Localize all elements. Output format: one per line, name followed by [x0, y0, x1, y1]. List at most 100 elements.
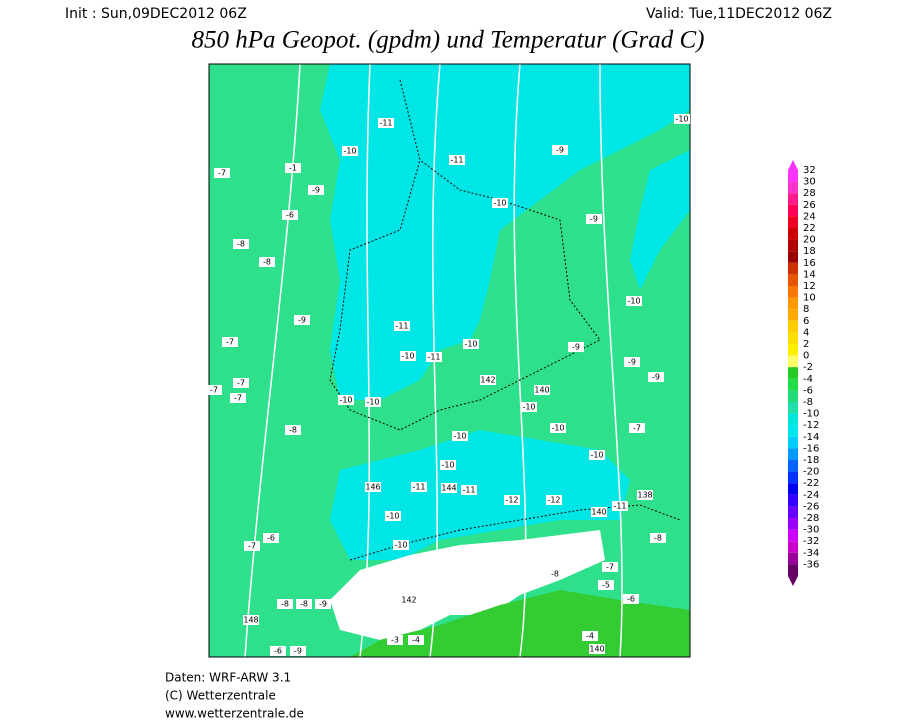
label-box	[624, 357, 640, 367]
contour-label: -4	[586, 632, 594, 641]
colorbar-swatch	[788, 494, 798, 507]
label-box	[233, 378, 249, 388]
contour-label: -11	[450, 156, 463, 165]
colorbar-label: -26	[803, 501, 819, 512]
colorbar-label: 26	[803, 200, 816, 211]
label-box	[290, 646, 306, 656]
label-box	[411, 482, 427, 492]
cold-area	[330, 430, 630, 560]
colorbar-label: -32	[803, 536, 819, 547]
colorbar-swatch	[788, 274, 798, 286]
label-box	[602, 562, 618, 572]
label-box	[385, 511, 401, 521]
label-box	[244, 541, 260, 551]
contour-label: -11	[613, 502, 626, 511]
colorbar-label: 30	[803, 177, 816, 188]
colorbar-label: -34	[803, 548, 819, 559]
colorbar-swatch	[788, 378, 798, 391]
label-box	[612, 501, 628, 511]
colorbar-label: -12	[803, 420, 819, 431]
label-box	[315, 599, 331, 609]
contour-label: -10	[441, 461, 454, 470]
label-box	[378, 118, 394, 128]
contour-label: 148	[243, 616, 258, 625]
label-box	[552, 145, 568, 155]
label-box	[282, 210, 298, 220]
colorbar-label: -36	[803, 559, 819, 570]
contour-label: 144	[441, 484, 456, 493]
colorbar-tip	[788, 160, 798, 170]
label-box	[589, 450, 605, 460]
label-box	[650, 533, 666, 543]
contour-label: 142	[401, 596, 416, 605]
contour-label: 140	[534, 386, 549, 395]
colorbar-label: 2	[803, 339, 809, 350]
cold-area	[320, 64, 690, 400]
contour-label: -10	[675, 115, 688, 124]
colorbar-swatch	[788, 367, 798, 379]
label-box	[338, 395, 354, 405]
label-box	[521, 402, 537, 412]
label-box	[626, 296, 642, 306]
label-box	[243, 615, 259, 625]
colorbar-swatch	[788, 262, 798, 275]
label-box	[365, 397, 381, 407]
contour-label: -8	[300, 600, 308, 609]
label-box	[637, 490, 653, 500]
contour-label: -8	[551, 570, 559, 579]
colorbar-swatch	[788, 413, 798, 426]
label-box	[463, 339, 479, 349]
contour-label: -10	[366, 398, 379, 407]
contour-label: -6	[286, 211, 294, 220]
contour-label: -5	[602, 581, 610, 590]
colorbar-label: 20	[803, 235, 816, 246]
colorbar-swatch	[788, 309, 798, 321]
label-box	[546, 495, 562, 505]
colorbar-label: 22	[803, 223, 816, 234]
contour-label: -10	[627, 297, 640, 306]
colorbar-swatch	[788, 506, 798, 518]
label-box	[401, 595, 417, 605]
label-box	[400, 351, 416, 361]
label-box	[308, 185, 324, 195]
colorbar-swatch	[788, 297, 798, 310]
warm-area	[350, 590, 690, 657]
label-box	[387, 635, 403, 645]
label-box	[233, 239, 249, 249]
colorbar-swatch	[788, 436, 798, 449]
colorbar-label: -14	[803, 432, 819, 443]
label-box	[206, 385, 222, 395]
contour-label: -9	[590, 215, 598, 224]
label-box	[586, 214, 602, 224]
label-box	[461, 485, 477, 495]
label-box	[230, 393, 246, 403]
label-box	[394, 321, 410, 331]
label-box	[452, 431, 468, 441]
label-box	[598, 580, 614, 590]
contour-label: -7	[248, 542, 256, 551]
snow-free-area	[330, 530, 605, 640]
valid-time: Valid: Tue,11DEC2012 06Z	[646, 6, 832, 22]
contour-label: -11	[462, 486, 475, 495]
colorbar-label: 18	[803, 246, 816, 257]
label-box	[342, 146, 358, 156]
label-box	[648, 372, 664, 382]
colorbar-label: 14	[803, 269, 816, 280]
contour-label: -9	[319, 600, 327, 609]
contour-label: -10	[551, 424, 564, 433]
contour-label: 146	[365, 483, 380, 492]
contour-label: -12	[505, 496, 518, 505]
contour-label: -8	[281, 600, 289, 609]
contour-label: -4	[412, 636, 420, 645]
contour-label: -12	[547, 496, 560, 505]
contour-label: -10	[343, 147, 356, 156]
label-box	[629, 423, 645, 433]
colorbar-label: 6	[803, 316, 809, 327]
colorbar-label: -8	[803, 397, 813, 408]
contour-label: -11	[379, 119, 392, 128]
label-box	[277, 599, 293, 609]
label-box	[393, 540, 409, 550]
cold-area	[630, 150, 690, 290]
colorbar-label: 4	[803, 327, 809, 338]
contour-label: -6	[267, 534, 275, 543]
